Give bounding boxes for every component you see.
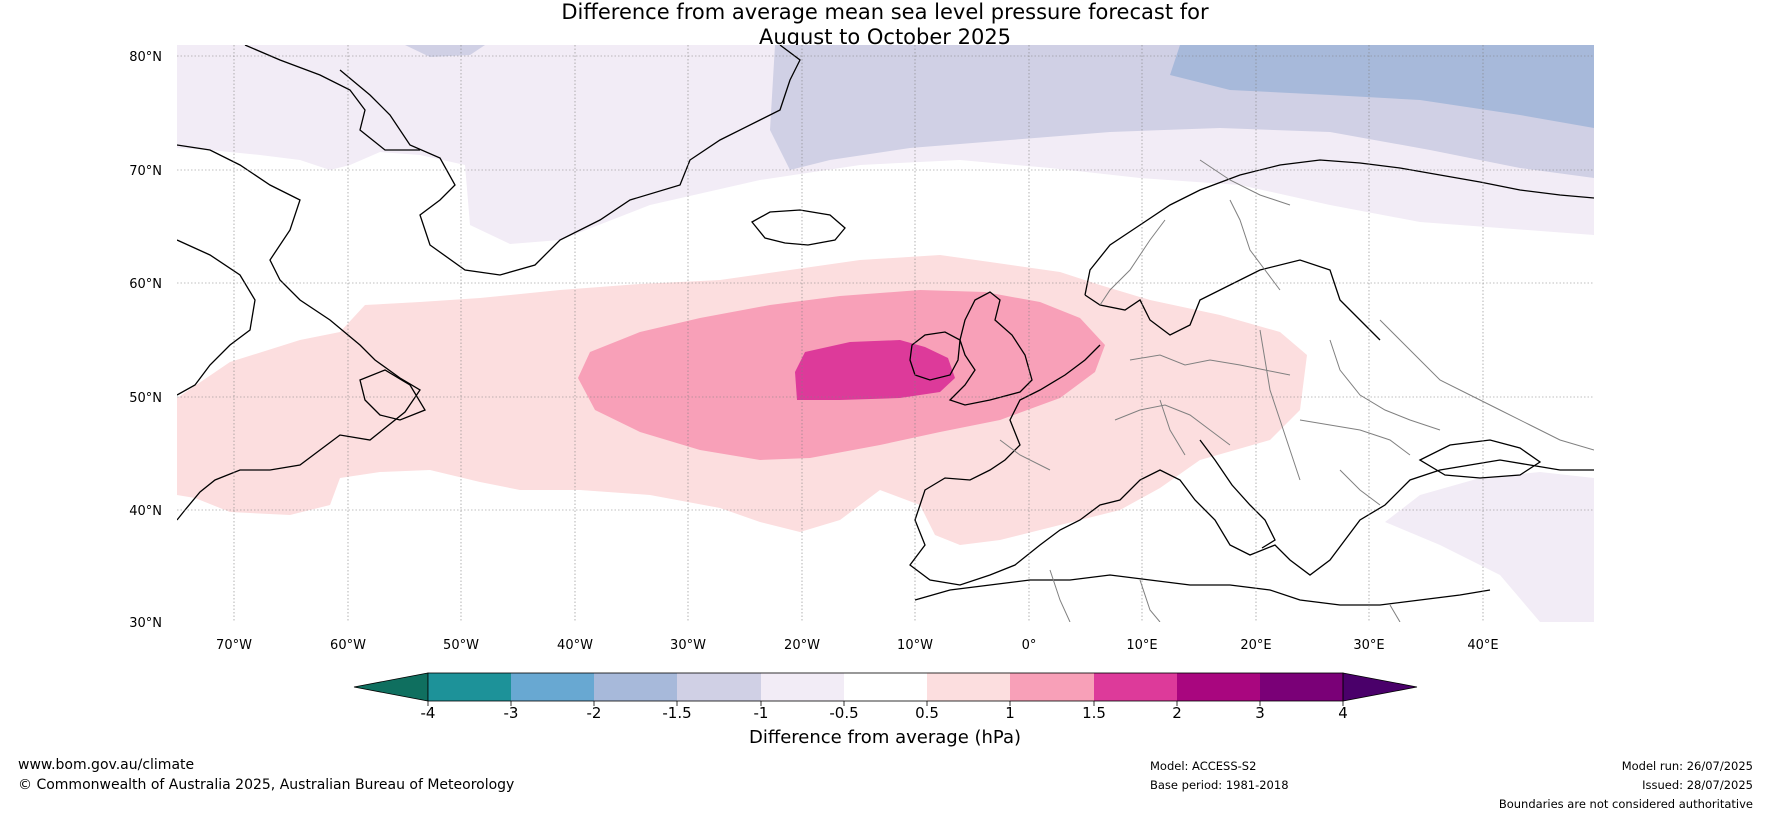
colorbar-tick-label-0.5: 0.5: [915, 704, 939, 722]
map-title: Difference from average mean sea level p…: [0, 0, 1770, 50]
colorbar-tick-label-minus-3: -3: [504, 704, 519, 722]
lon-label-30w: 30°W: [670, 638, 706, 653]
scandinavia-south-coast: [1084, 259, 1381, 341]
colorbar-segment-1-to-1.5: [1010, 673, 1094, 701]
colorbar-tick-label-minus-1.5: -1.5: [662, 704, 691, 722]
colorbar-segment-0.5-to-1: [927, 673, 1010, 701]
map-area: [177, 45, 1594, 622]
lat-label-40n: 40°N: [129, 504, 162, 519]
colorbar-segment-1.5-to-2: [1094, 673, 1177, 701]
lon-label-40e: 40°E: [1467, 638, 1498, 653]
lat-label-30n: 30°N: [129, 616, 162, 631]
lon-label-10w: 10°W: [897, 638, 933, 653]
colorbar-extend-high: [1342, 672, 1418, 702]
lon-label-0: 0°: [1022, 638, 1037, 653]
canada-arctic-coastline: [177, 144, 421, 521]
colorbar-segment-3-to-4: [1260, 673, 1343, 701]
issued-date: Issued: 28/07/2025: [1642, 778, 1753, 792]
newfoundland-coast: [359, 369, 426, 421]
lon-label-20w: 20°W: [784, 638, 820, 653]
lat-label-60n: 60°N: [129, 277, 162, 292]
ireland-coastline: [909, 331, 961, 381]
lon-label-50w: 50°W: [443, 638, 479, 653]
gridlines: [177, 45, 1594, 622]
base-period: Base period: 1981-2018: [1150, 778, 1289, 792]
model-name: Model: ACCESS-S2: [1150, 759, 1257, 773]
footer-middle: Model: ACCESS-S2 Base period: 1981-2018: [1150, 757, 1289, 795]
website-link[interactable]: www.bom.gov.au/climate: [18, 757, 195, 773]
north-africa-coastline: [914, 574, 1491, 606]
colorbar-tick-label-1: 1: [1005, 704, 1015, 722]
great-britain-coastline: [948, 291, 1033, 406]
colorbar-segment-minus-1.5-to-minus-1: [677, 673, 761, 701]
colorbar-segment-2-to-3: [1177, 673, 1260, 701]
colorbar-segment-minus-1-to-minus-0.5: [761, 673, 844, 701]
colorbar-ticks: [427, 701, 1344, 706]
colorbar: -4 -3 -2 -1.5 -1 -0.5 0.5 1 1.5 2 3 4: [353, 672, 1418, 722]
title-line-1: Difference from average mean sea level p…: [561, 0, 1209, 24]
colorbar-extend-low: [353, 672, 429, 702]
black-sea-coastline: [1418, 439, 1542, 479]
lon-label-30e: 30°E: [1353, 638, 1384, 653]
lon-label-10e: 10°E: [1126, 638, 1157, 653]
greenland-coastline: [339, 45, 801, 276]
colorbar-tick-label-4: 4: [1338, 704, 1348, 722]
iceland-coastline: [751, 209, 846, 246]
europe-atlantic-coastline: [909, 344, 1594, 586]
anomaly-region-minus-1-to-minus-0.5-south-east: [1385, 472, 1594, 622]
footer-right: Model run: 26/07/2025 Issued: 28/07/2025…: [1499, 757, 1753, 814]
colorbar-tick-label-minus-1: -1: [754, 704, 769, 722]
lon-label-40w: 40°W: [557, 638, 593, 653]
colorbar-segment-minus-0.5-to-0.5: [844, 673, 927, 701]
colorbar-title: Difference from average (hPa): [748, 727, 1022, 748]
colorbar-segment-minus-2-to-minus-1.5: [594, 673, 677, 701]
colorbar-segment-minus-4-to-minus-3: [428, 673, 511, 701]
lat-label-70n: 70°N: [129, 164, 162, 179]
colorbar-tick-label-minus-4: -4: [421, 704, 436, 722]
colorbar-tick-label-2: 2: [1172, 704, 1182, 722]
colorbar-outline: [427, 672, 1344, 702]
lon-label-20e: 20°E: [1240, 638, 1271, 653]
greenland-west-coast: [244, 45, 420, 151]
lon-label-70w: 70°W: [216, 638, 252, 653]
colorbar-tick-label-minus-2: -2: [587, 704, 602, 722]
anomaly-region-minus-2-to-minus-1.5: [1170, 45, 1594, 128]
copyright-text: © Commonwealth of Australia 2025, Austra…: [18, 777, 515, 793]
lat-label-80n: 80°N: [129, 50, 162, 65]
colorbar-segment-minus-3-to-minus-2: [511, 673, 594, 701]
anomaly-region-minus-1.5-to-minus-1-west: [405, 45, 485, 57]
scandinavia-coastline: [1084, 159, 1594, 296]
colorbar-tick-label-3: 3: [1255, 704, 1265, 722]
disclaimer-text: Boundaries are not considered authoritat…: [1498, 797, 1753, 811]
model-run-date: Model run: 26/07/2025: [1621, 759, 1753, 773]
political-borders: [999, 159, 1594, 622]
lat-label-50n: 50°N: [129, 391, 162, 406]
latitude-labels: 80°N 70°N 60°N 50°N 40°N 30°N: [129, 50, 162, 631]
italy-coastline: [1199, 439, 1276, 549]
longitude-labels: 70°W 60°W 50°W 40°W 30°W 20°W 10°W 0° 10…: [216, 638, 1499, 653]
colorbar-tick-label-minus-0.5: -0.5: [829, 704, 858, 722]
footer-left: www.bom.gov.au/climate © Commonwealth of…: [18, 755, 514, 795]
canada-coast-2: [177, 239, 256, 396]
lon-label-60w: 60°W: [330, 638, 366, 653]
colorbar-tick-label-1.5: 1.5: [1082, 704, 1106, 722]
